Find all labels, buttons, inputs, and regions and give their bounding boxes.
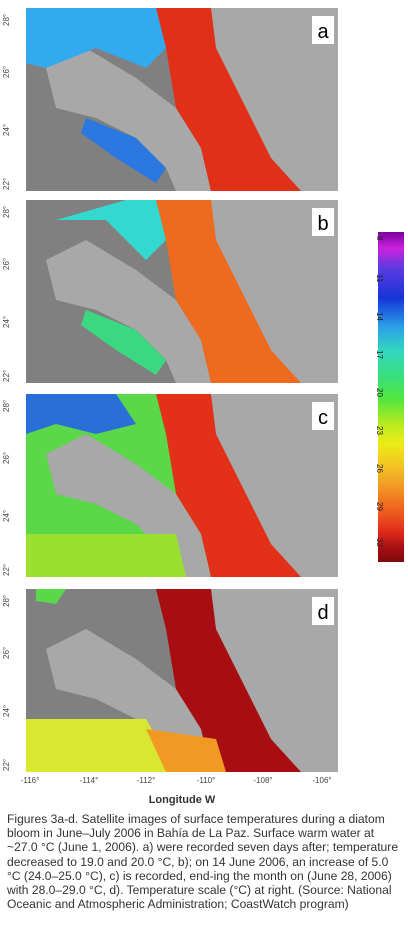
- colorbar-tick: 14: [375, 312, 384, 321]
- panel-label-box: [312, 208, 334, 236]
- lon-label: -112°: [136, 776, 156, 785]
- map-c: c: [26, 394, 338, 577]
- panel-label-box: [312, 402, 334, 430]
- lat-label: 24°: [2, 123, 11, 136]
- panel-label-box: [312, 16, 334, 44]
- panel-a: a: [26, 8, 338, 191]
- lon-label: -110°: [196, 776, 216, 785]
- figure-caption: Figures 3a-d. Satellite images of surfac…: [7, 812, 399, 912]
- lon-label: -106°: [312, 776, 332, 785]
- colorbar-tick: 20: [375, 388, 384, 397]
- colorbar-tick: 32: [375, 538, 384, 547]
- lat-label: 22°: [2, 177, 11, 190]
- lat-label: 28°: [2, 399, 11, 412]
- colorbar-tick: 11: [375, 274, 384, 283]
- lat-label: 26°: [2, 451, 11, 464]
- lat-label: 26°: [2, 65, 11, 78]
- lat-label: 24°: [2, 509, 11, 522]
- map-d: d: [26, 589, 338, 772]
- map-a: a: [26, 8, 338, 191]
- panel-letter: d: [317, 602, 328, 624]
- lat-label: 28°: [2, 13, 11, 26]
- panel-letter: c: [318, 407, 328, 429]
- lat-label: 26°: [2, 646, 11, 659]
- lat-label: 24°: [2, 704, 11, 717]
- lat-label: 22°: [2, 758, 11, 771]
- lat-label: 28°: [2, 594, 11, 607]
- panel-label-box: [312, 597, 334, 625]
- panel-letter: b: [317, 213, 328, 235]
- colorbar-tick: 29: [375, 502, 384, 511]
- colorbar-tick: 26: [375, 464, 384, 473]
- lon-label: -114°: [79, 776, 99, 785]
- temperature-colorbar: 8 11 14 17 20 23 26 29 32: [375, 232, 404, 562]
- lat-label: 22°: [2, 369, 11, 382]
- lat-label: 24°: [2, 315, 11, 328]
- lat-label: 22°: [2, 563, 11, 576]
- colorbar-gradient: [378, 232, 404, 562]
- colorbar-tick: 23: [375, 426, 384, 435]
- lat-label: 26°: [2, 257, 11, 270]
- colorbar-tick: 17: [375, 350, 384, 359]
- panel-b: b: [26, 200, 338, 383]
- lat-label: 28°: [2, 205, 11, 218]
- x-axis-title: Longitude W: [148, 794, 216, 806]
- panel-c: c: [26, 394, 338, 577]
- map-b: b: [26, 200, 338, 383]
- panel-letter: a: [317, 21, 329, 43]
- lon-label: -108°: [253, 776, 273, 785]
- lon-label: -116°: [20, 776, 40, 785]
- colorbar-tick: 8: [375, 236, 384, 241]
- panel-d: d: [26, 589, 338, 772]
